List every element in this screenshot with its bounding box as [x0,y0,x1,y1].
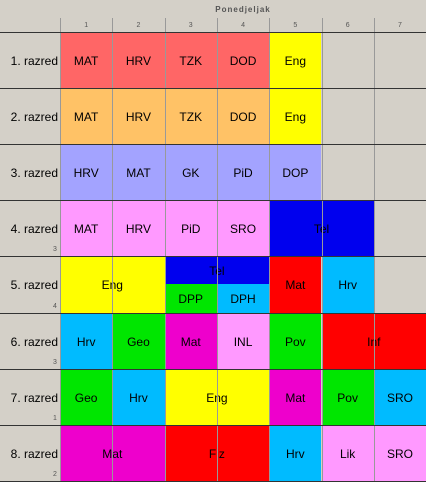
period-header: 3 [164,18,217,32]
row-divider [0,424,426,426]
class-row-number: 1 [53,414,57,422]
lesson-cell[interactable]: Geo [112,313,165,370]
class-row-number: 2 [53,470,57,478]
class-label: 2. razred [0,89,60,146]
lesson-cell[interactable]: Eng [269,89,322,146]
lesson-cell[interactable]: MAT [112,145,165,202]
lesson-cell[interactable]: MAT [60,201,113,258]
lesson-cell[interactable]: SRO [373,425,426,482]
lesson-cell[interactable]: Pov [269,313,322,370]
lesson-cell[interactable]: Lik [321,425,374,482]
row-divider [0,480,426,482]
lesson-cell[interactable]: DOD [216,33,270,90]
lesson-cell[interactable]: MAT [60,89,113,146]
day-header: Ponedjeljak [60,0,426,18]
lesson-cell[interactable]: Eng [269,33,322,90]
class-row-number: 4 [53,302,57,310]
row-divider [0,368,426,370]
lesson-cell[interactable]: DPH [216,284,270,314]
column-divider [60,18,61,482]
period-header: 2 [112,18,165,32]
column-divider [112,18,114,482]
lesson-cell[interactable]: HRV [112,201,165,258]
lesson-cell[interactable]: TZK [164,89,217,146]
period-header: 5 [269,18,322,32]
lesson-cell[interactable]: INL [216,313,270,370]
lesson-cell[interactable]: PiD [216,145,270,202]
column-divider [269,18,271,482]
lesson-cell[interactable]: TZK [164,33,217,90]
row-divider [0,256,426,258]
lesson-cell[interactable]: Hrv [321,257,374,314]
lesson-cell[interactable]: Hrv [269,425,322,482]
period-header: 1 [60,18,113,32]
period-header: 4 [216,18,270,32]
lesson-cell[interactable]: MAT [60,33,113,90]
row-divider [0,144,426,146]
lesson-cell[interactable]: HRV [112,33,165,90]
class-label: 4. razred [0,201,60,258]
lesson-cell[interactable]: Inf [321,313,426,370]
lesson-cell[interactable]: DOP [269,145,322,202]
lesson-cell[interactable]: Tel [269,201,374,258]
lesson-cell[interactable]: GK [164,145,217,202]
column-divider [373,18,375,482]
class-label: 8. razred [0,425,60,482]
class-row-number: 3 [53,246,57,254]
period-header: 7 [373,18,426,32]
lesson-cell[interactable]: DOD [216,89,270,146]
class-label: 3. razred [0,145,60,202]
lesson-cell[interactable]: HRV [60,145,113,202]
lesson-cell[interactable]: Geo [60,369,113,426]
row-divider [0,200,426,202]
lesson-cell[interactable]: Mat [269,369,322,426]
lesson-cell[interactable]: Mat [164,313,217,370]
row-divider [0,32,426,33]
class-label: 7. razred [0,369,60,426]
lesson-cell[interactable]: Pov [321,369,374,426]
class-row-number: 3 [53,358,57,366]
column-divider [164,18,166,482]
period-header: 6 [321,18,374,32]
lesson-cell[interactable]: Mat [269,257,322,314]
class-label: 6. razred [0,313,60,370]
row-divider [0,312,426,314]
lesson-cell[interactable]: Hrv [60,313,113,370]
lesson-cell[interactable]: PiD [164,201,217,258]
lesson-cell[interactable]: DPP [164,284,217,314]
row-divider [0,88,426,90]
lesson-cell[interactable]: Hrv [112,369,165,426]
column-divider [321,18,323,482]
lesson-cell[interactable]: HRV [112,89,165,146]
class-label: 1. razred [0,33,60,90]
column-divider [216,18,218,482]
class-label: 5. razred [0,257,60,314]
lesson-cell[interactable]: SRO [216,201,270,258]
lesson-cell[interactable]: SRO [373,369,426,426]
